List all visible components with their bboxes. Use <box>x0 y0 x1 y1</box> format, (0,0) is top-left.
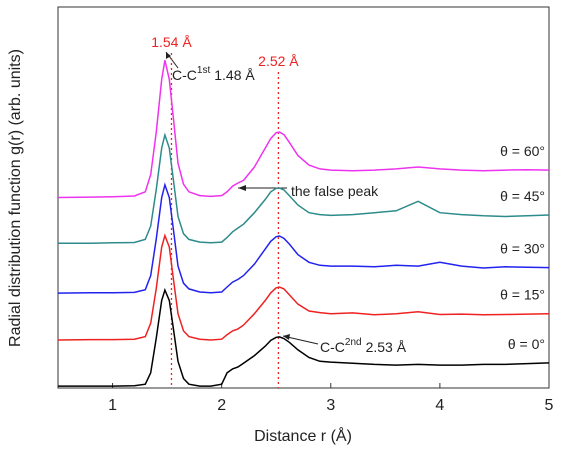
annotation-text: C-C1st 1.48 Å <box>172 65 255 83</box>
arrow-head <box>283 334 290 340</box>
annotation-value: 1.48 Å <box>214 67 255 83</box>
series-label: θ = 60° <box>500 143 545 159</box>
x-tick-label: 2 <box>217 397 226 414</box>
annotation: C-C2nd 2.53 Å <box>282 334 407 355</box>
series-line <box>57 233 550 341</box>
arrow-head <box>166 52 171 59</box>
x-tick-label: 1 <box>108 397 117 414</box>
series-label: θ = 45° <box>500 188 545 204</box>
annotation-sup: 2nd <box>345 337 362 348</box>
annotation: C-C1st 1.48 Å <box>165 51 255 83</box>
annotation-main: C-C <box>172 67 197 83</box>
x-tick-label: 3 <box>326 397 335 414</box>
series-line <box>57 60 550 199</box>
x-tick-label: 4 <box>435 397 444 414</box>
series-line <box>58 287 550 387</box>
annotation-value: 2.53 Å <box>366 339 407 355</box>
annotation-main: C-C <box>320 339 345 355</box>
annotation-sup: 1st <box>197 65 211 76</box>
annotation: the false peak <box>238 183 379 199</box>
series-label: θ = 30° <box>500 241 545 257</box>
series-line <box>57 182 550 294</box>
annotation-text: C-C2nd 2.53 Å <box>320 337 407 355</box>
x-axis-label: Distance r (Å) <box>254 426 352 445</box>
y-axis-label: Radial distribution function g(r) (arb. … <box>7 49 24 347</box>
reference-label: 1.54 Å <box>151 34 192 50</box>
reference-label: 2.52 Å <box>258 53 299 69</box>
series-label: θ = 15° <box>500 287 545 303</box>
x-tick-label: 5 <box>545 397 554 414</box>
series-line <box>58 132 550 244</box>
series-label: θ = 0° <box>508 336 545 352</box>
annotation-text: the false peak <box>291 183 379 199</box>
arrow-head <box>238 185 246 191</box>
